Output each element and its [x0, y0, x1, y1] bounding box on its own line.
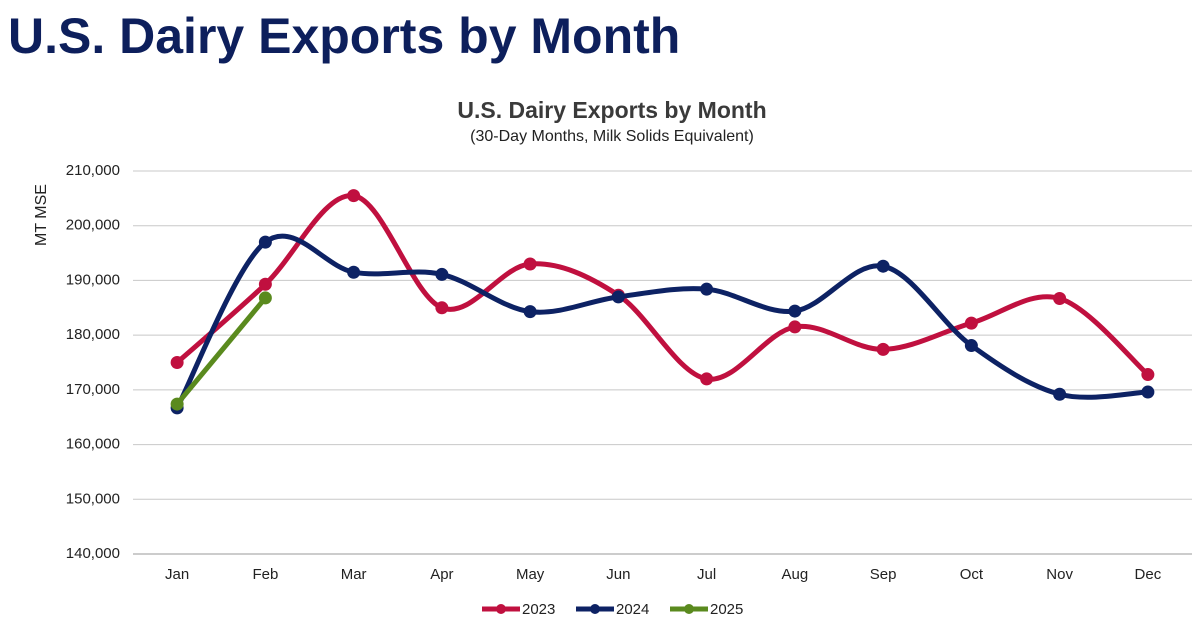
y-axis-label: MT MSE [33, 184, 50, 246]
x-tick-label: Aug [782, 566, 809, 583]
x-tick-label: Mar [341, 566, 367, 583]
data-point [258, 277, 272, 291]
data-point [1053, 387, 1067, 401]
data-point [523, 257, 537, 271]
data-point [347, 265, 361, 279]
y-tick-label: 150,000 [66, 490, 120, 507]
data-point [700, 372, 714, 386]
series-line [174, 233, 1149, 410]
data-point [876, 342, 890, 356]
x-tick-label: May [516, 566, 545, 583]
data-point [170, 397, 184, 411]
x-tick-label: Oct [960, 566, 984, 583]
chart-title: U.S. Dairy Exports by Month [457, 97, 766, 123]
y-tick-label: 180,000 [66, 326, 120, 343]
y-tick-label: 160,000 [66, 436, 120, 453]
data-point [788, 304, 802, 318]
data-point [435, 301, 449, 315]
x-tick-label: Apr [430, 566, 453, 583]
legend-marker [684, 604, 694, 614]
legend-label: 2025 [710, 601, 743, 618]
legend-marker [496, 604, 506, 614]
data-point [258, 235, 272, 249]
data-point [1141, 385, 1155, 399]
data-point [258, 291, 272, 305]
data-point [700, 282, 714, 296]
y-tick-label: 170,000 [66, 381, 120, 398]
data-point [1141, 368, 1155, 382]
x-tick-label: Feb [252, 566, 278, 583]
series-line [175, 296, 268, 406]
y-tick-label: 200,000 [66, 217, 120, 234]
data-point [964, 316, 978, 330]
data-point [347, 189, 361, 203]
x-tick-label: Nov [1046, 566, 1073, 583]
data-point [523, 305, 537, 319]
y-tick-label: 210,000 [66, 162, 120, 179]
x-tick-label: Dec [1135, 566, 1162, 583]
data-point [964, 339, 978, 353]
y-tick-label: 140,000 [66, 545, 120, 562]
data-point [1053, 291, 1067, 305]
x-tick-label: Jun [606, 566, 630, 583]
legend-label: 2023 [522, 601, 555, 618]
data-point [611, 290, 625, 304]
series-line [175, 193, 1150, 382]
x-tick-label: Jan [165, 566, 189, 583]
data-point [170, 356, 184, 369]
data-point [876, 259, 890, 273]
data-point [788, 320, 802, 334]
x-tick-label: Jul [697, 566, 716, 583]
chart-subtitle: (30-Day Months, Milk Solids Equivalent) [470, 128, 754, 145]
data-point [435, 267, 449, 281]
legend-label: 2024 [616, 601, 649, 618]
page-title: U.S. Dairy Exports by Month [8, 8, 680, 64]
legend-marker [590, 604, 600, 614]
x-tick-label: Sep [870, 566, 897, 583]
y-tick-label: 190,000 [66, 271, 120, 288]
